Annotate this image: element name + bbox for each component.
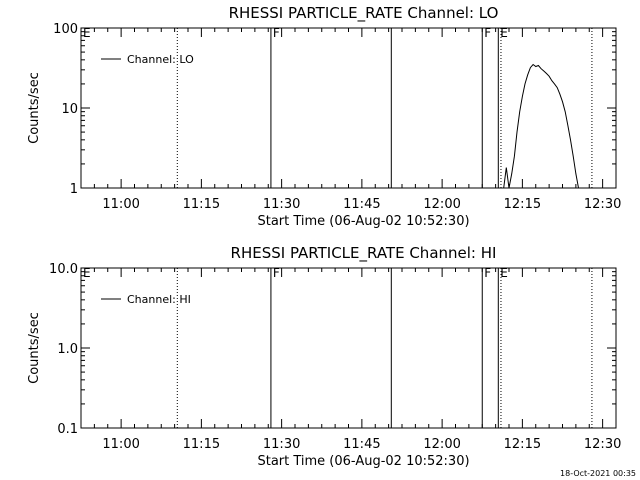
x-tick-label: 11:45: [343, 437, 380, 452]
y-tick-label: 0.1: [57, 422, 78, 437]
chart-title: RHESSI PARTICLE_RATE Channel: LO: [229, 4, 499, 23]
legend-label: Channel: LO: [127, 53, 194, 66]
series-line: [503, 63, 582, 189]
legend-label: Channel: HI: [127, 293, 191, 306]
y-tick-label: 100: [53, 22, 78, 37]
event-marker-label: F: [273, 266, 280, 280]
x-tick-label: 11:45: [343, 197, 380, 212]
x-axis-label: Start Time (06-Aug-02 10:52:30): [257, 454, 469, 469]
x-tick-label: 11:30: [263, 197, 300, 212]
event-marker-label: E: [500, 266, 508, 280]
event-marker-label: F: [273, 26, 280, 40]
y-tick-label: 1.0: [57, 342, 78, 357]
x-axis-label: Start Time (06-Aug-02 10:52:30): [257, 214, 469, 229]
event-marker-label: F: [484, 266, 491, 280]
y-tick-label: 10.0: [49, 262, 78, 277]
x-tick-label: 12:15: [504, 437, 541, 452]
x-tick-label: 11:15: [183, 197, 220, 212]
event-marker-label: F: [484, 26, 491, 40]
plot-frame: [80, 267, 617, 429]
y-tick-label: 1: [70, 182, 78, 197]
chart-title: RHESSI PARTICLE_RATE Channel: HI: [231, 244, 497, 263]
y-tick-label: 10: [61, 102, 78, 117]
x-tick-label: 12:00: [423, 197, 460, 212]
x-tick-label: 11:30: [263, 437, 300, 452]
event-marker-label: E: [500, 26, 508, 40]
x-tick-label: 12:15: [504, 197, 541, 212]
plot-frame: [80, 27, 617, 189]
x-tick-label: 12:30: [584, 437, 621, 452]
x-tick-label: 11:15: [183, 437, 220, 452]
y-axis-label: Counts/sec: [27, 312, 42, 384]
footer-timestamp: 18-Oct-2021 00:35: [560, 469, 636, 478]
x-tick-label: 11:00: [102, 437, 139, 452]
x-tick-label: 11:00: [102, 197, 139, 212]
x-tick-label: 12:30: [584, 197, 621, 212]
y-axis-label: Counts/sec: [27, 72, 42, 144]
event-marker-label: E: [83, 26, 91, 40]
event-marker-label: E: [83, 266, 91, 280]
x-tick-label: 12:00: [423, 437, 460, 452]
